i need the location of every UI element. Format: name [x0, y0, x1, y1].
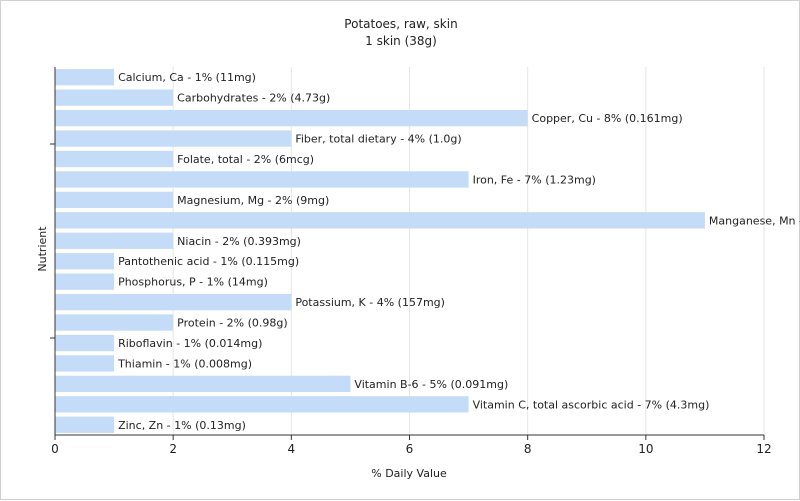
x-tick-label: 2 [169, 442, 177, 456]
bar [55, 109, 528, 127]
bar-data-label: Folate, total - 2% (6mcg) [177, 153, 314, 166]
x-tick-label: 6 [406, 442, 414, 456]
bar [55, 293, 292, 311]
bar-data-label: Carbohydrates - 2% (4.73g) [177, 92, 330, 105]
bar-data-label: Zinc, Zn - 1% (0.13mg) [118, 419, 246, 432]
bar-data-label: Fiber, total dietary - 4% (1.0g) [295, 133, 461, 146]
bar-data-label: Iron, Fe - 7% (1.23mg) [473, 173, 596, 186]
bar-data-label: Niacin - 2% (0.393mg) [177, 235, 301, 248]
x-tick-label: 4 [288, 442, 296, 456]
bars-group: Calcium, Ca - 1% (11mg) Carbohydrates - 2… [55, 69, 800, 433]
bar-data-label: Phosphorus, P - 1% (14mg) [118, 276, 268, 289]
gridlines [172, 67, 765, 435]
bar-data-label: Vitamin B-6 - 5% (0.091mg) [354, 378, 508, 391]
bar-data-label: Vitamin C, total ascorbic acid - 7% (4.3… [473, 398, 710, 411]
chart-subtitle: 1 skin (38g) [365, 34, 437, 48]
bar-data-label: Magnesium, Mg - 2% (9mg) [177, 194, 329, 207]
bar [55, 355, 115, 372]
y-axis-label: Nutrient [36, 226, 49, 272]
x-tick-label: 12 [756, 442, 771, 456]
bar-data-label: Manganese, Mn - 11% (0.229mg) [709, 214, 800, 227]
bar-data-label: Copper, Cu - 8% (0.161mg) [532, 112, 683, 125]
x-tick-label: 0 [51, 442, 59, 456]
bar-data-label: Riboflavin - 1% (0.014mg) [118, 337, 262, 350]
bar [55, 191, 174, 209]
bar [55, 314, 174, 331]
bar [55, 130, 292, 147]
bar-data-label: Calcium, Ca - 1% (11mg) [118, 71, 256, 84]
bar [55, 212, 705, 229]
bar [55, 171, 469, 188]
bar-data-label: Pantothenic acid - 1% (0.115mg) [118, 255, 299, 268]
bar [55, 232, 174, 249]
bar [55, 89, 174, 106]
x-tick-label: 8 [524, 442, 532, 456]
bar [55, 416, 115, 433]
bar-data-label: Thiamin - 1% (0.008mg) [117, 357, 252, 370]
x-axis-label: % Daily Value [371, 467, 447, 480]
chart-title: Potatoes, raw, skin [344, 17, 457, 31]
bar [55, 273, 115, 290]
bar [55, 334, 115, 352]
bar [55, 396, 469, 413]
axes-group: 0 2 4 6 8 10 12 [50, 67, 772, 456]
bar [55, 375, 351, 393]
x-tick-label: 10 [638, 442, 653, 456]
bar [55, 69, 115, 86]
bar [55, 253, 115, 270]
bar [55, 150, 174, 168]
bar-data-label: Potassium, K - 4% (157mg) [295, 296, 445, 309]
bar-data-label: Protein - 2% (0.98g) [177, 317, 288, 330]
